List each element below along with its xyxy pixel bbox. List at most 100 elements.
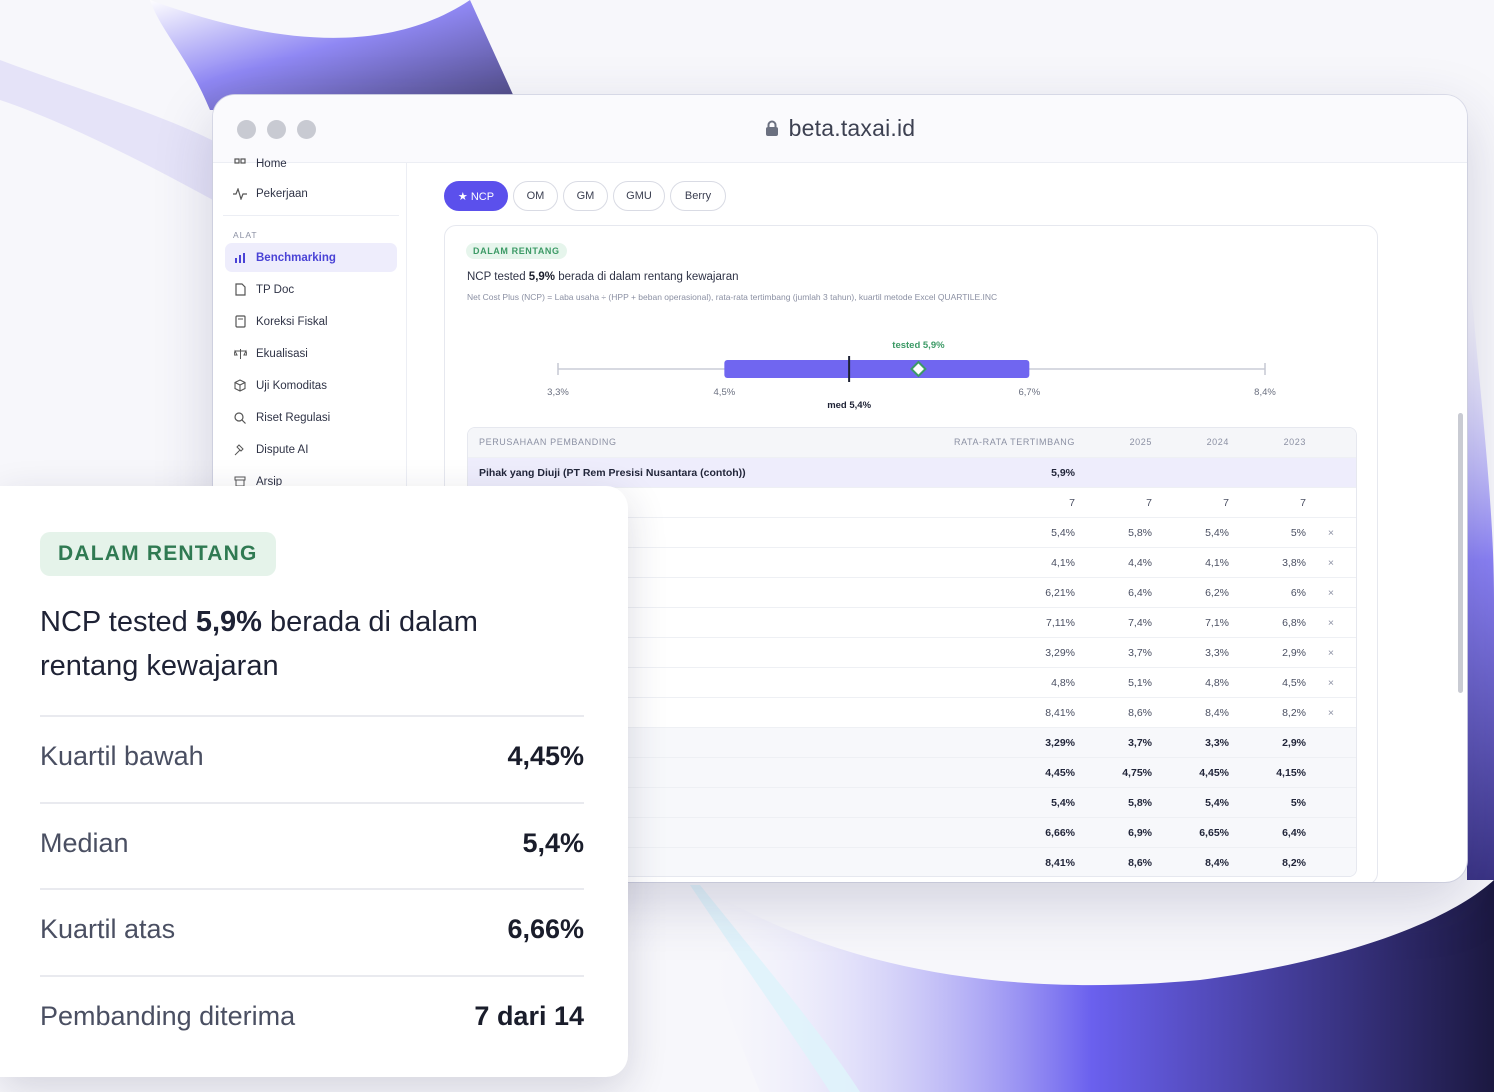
- value-2024: 4,45%: [1199, 767, 1229, 779]
- value-2023: 8,2%: [1282, 857, 1306, 869]
- window-minimize-dot[interactable]: [267, 120, 286, 139]
- value-2024: 7: [1223, 497, 1229, 509]
- value-2025: 5,8%: [1128, 527, 1152, 539]
- document-icon: [233, 283, 247, 297]
- value-2024: 8,4%: [1205, 707, 1229, 719]
- status-badge-large: DALAM RENTANG: [40, 532, 276, 576]
- sidebar-item-home[interactable]: Home: [225, 149, 397, 178]
- weighted-average: 6,21%: [1045, 587, 1075, 599]
- q1-tick-label: 4,5%: [714, 387, 736, 398]
- tab-om[interactable]: OM: [513, 181, 558, 211]
- table-row: PCL5,4%5,8%5,4%5%×: [468, 518, 1356, 548]
- sidebar-item-pekerjaan[interactable]: Pekerjaan: [225, 179, 397, 208]
- value-2023: 7: [1300, 497, 1306, 509]
- stat-label: Kuartil bawah: [40, 741, 204, 771]
- sidebar-item-label: Koreksi Fiskal: [256, 315, 328, 328]
- table-row: 7,11% 7,4% 7,1% 6,8% ×: [468, 608, 1356, 638]
- address-bar[interactable]: beta.taxai.id: [213, 115, 1467, 143]
- value-2024: 3,3%: [1205, 647, 1229, 659]
- value-2024: 5,4%: [1205, 797, 1229, 809]
- weighted-average: 3,29%: [1045, 647, 1075, 659]
- min-tick-label: 3,3%: [547, 387, 569, 398]
- sidebar-item-label: Riset Regulasi: [256, 411, 331, 424]
- sidebar-item-dispute-ai[interactable]: Dispute AI: [225, 435, 397, 464]
- sidebar-item-uji-komoditas[interactable]: Uji Komoditas: [225, 371, 397, 400]
- stat-row-upper-quartile: Kuartil atas 6,66%: [40, 888, 584, 974]
- result-title: NCP tested 5,9% berada di dalam rentang …: [467, 271, 739, 283]
- remove-comparable-icon[interactable]: ×: [1327, 587, 1334, 599]
- value-2024: 7,1%: [1205, 617, 1229, 629]
- value-2025: 6,9%: [1128, 827, 1152, 839]
- value-2025: 3,7%: [1128, 737, 1152, 749]
- value-2025: 7: [1146, 497, 1152, 509]
- value-2025: 5,1%: [1128, 677, 1152, 689]
- remove-comparable-icon[interactable]: ×: [1327, 647, 1334, 659]
- column-header-2025: 2025: [1129, 437, 1152, 447]
- value-2025: 8,6%: [1128, 857, 1152, 869]
- sidebar-divider: [223, 215, 399, 216]
- value-2024: 3,3%: [1205, 737, 1229, 749]
- sidebar-item-benchmarking[interactable]: Benchmarking: [225, 243, 397, 272]
- window-maximize-dot[interactable]: [297, 120, 316, 139]
- scale-icon: [233, 347, 247, 361]
- sidebar-item-riset-regulasi[interactable]: Riset Regulasi: [225, 403, 397, 432]
- scrollbar[interactable]: [1458, 413, 1463, 693]
- value-2025: 3,7%: [1128, 647, 1152, 659]
- lock-icon: [765, 116, 779, 143]
- table-row: 6,21% 6,4% 6,2% 6% ×: [468, 578, 1356, 608]
- stat-value: 7 dari 14: [474, 1001, 584, 1031]
- max-tick-label: 8,4%: [1254, 387, 1276, 398]
- weighted-average: 4,1%: [1051, 557, 1075, 569]
- tab-ncp[interactable]: ★ NCP: [444, 181, 508, 211]
- table-row: 4,8% 5,1% 4,8% 4,5% ×: [468, 668, 1356, 698]
- value-2024: 8,4%: [1205, 857, 1229, 869]
- value-2025: 8,6%: [1128, 707, 1152, 719]
- remove-comparable-icon[interactable]: ×: [1327, 617, 1334, 629]
- title-bar: beta.taxai.id: [213, 95, 1467, 163]
- value-2024: 6,2%: [1205, 587, 1229, 599]
- value-2023: 5%: [1290, 527, 1306, 539]
- remove-comparable-icon[interactable]: ×: [1327, 527, 1334, 539]
- remove-comparable-icon[interactable]: ×: [1327, 707, 1334, 719]
- sidebar-item-label: Home: [256, 157, 287, 170]
- tab-gmu[interactable]: GMU: [613, 181, 665, 211]
- stat-label: Pembanding diterima: [40, 1001, 296, 1031]
- value-2023: 6%: [1290, 587, 1306, 599]
- value-2025: 7,4%: [1128, 617, 1152, 629]
- value-2024: 5,4%: [1205, 527, 1229, 539]
- value-2023: 8,2%: [1282, 707, 1306, 719]
- sidebar-section-label: ALAT: [233, 230, 258, 240]
- value-2023: 6,4%: [1282, 827, 1306, 839]
- stat-label: Median: [40, 828, 129, 858]
- sidebar-item-label: Dispute AI: [256, 443, 309, 456]
- sidebar-item-koreksi-fiskal[interactable]: Koreksi Fiskal: [225, 307, 397, 336]
- range-chart: tested 5,9% 3,3% 4,5% 6,7% 8,4% med 5,4%: [445, 326, 1379, 416]
- cube-icon: [233, 379, 247, 393]
- status-badge: DALAM RENTANG: [466, 243, 567, 259]
- value-2023: 2,9%: [1282, 737, 1306, 749]
- activity-icon: [233, 187, 247, 201]
- column-header-2024: 2024: [1206, 437, 1229, 447]
- stat-value: 6,66%: [507, 914, 584, 944]
- value-2023: 2,9%: [1282, 647, 1306, 659]
- sidebar-item-ekualisasi[interactable]: Ekualisasi: [225, 339, 397, 368]
- interquartile-bar: [724, 360, 1030, 378]
- weighted-average: 6,66%: [1045, 827, 1075, 839]
- tab-gm[interactable]: GM: [563, 181, 608, 211]
- remove-comparable-icon[interactable]: ×: [1327, 557, 1334, 569]
- sidebar-item-tp-doc[interactable]: TP Doc: [225, 275, 397, 304]
- sidebar-item-label: Ekualisasi: [256, 347, 308, 360]
- remove-comparable-icon[interactable]: ×: [1327, 677, 1334, 689]
- column-header-2023: 2023: [1283, 437, 1306, 447]
- summary-title: NCP tested 5,9% berada di dalam rentang …: [40, 606, 478, 682]
- value-2023: 3,8%: [1282, 557, 1306, 569]
- stat-label: Kuartil atas: [40, 914, 176, 944]
- tested-marker: [910, 360, 927, 378]
- search-icon: [233, 411, 247, 425]
- table-row: 8,41% 8,6% 8,4% 8,2% ×: [468, 698, 1356, 728]
- bar-chart-icon: [233, 251, 247, 265]
- sidebar-item-label: TP Doc: [256, 283, 295, 296]
- tab-berry[interactable]: Berry: [670, 181, 726, 211]
- sidebar-item-label: Arsip: [256, 475, 283, 488]
- window-close-dot[interactable]: [237, 120, 256, 139]
